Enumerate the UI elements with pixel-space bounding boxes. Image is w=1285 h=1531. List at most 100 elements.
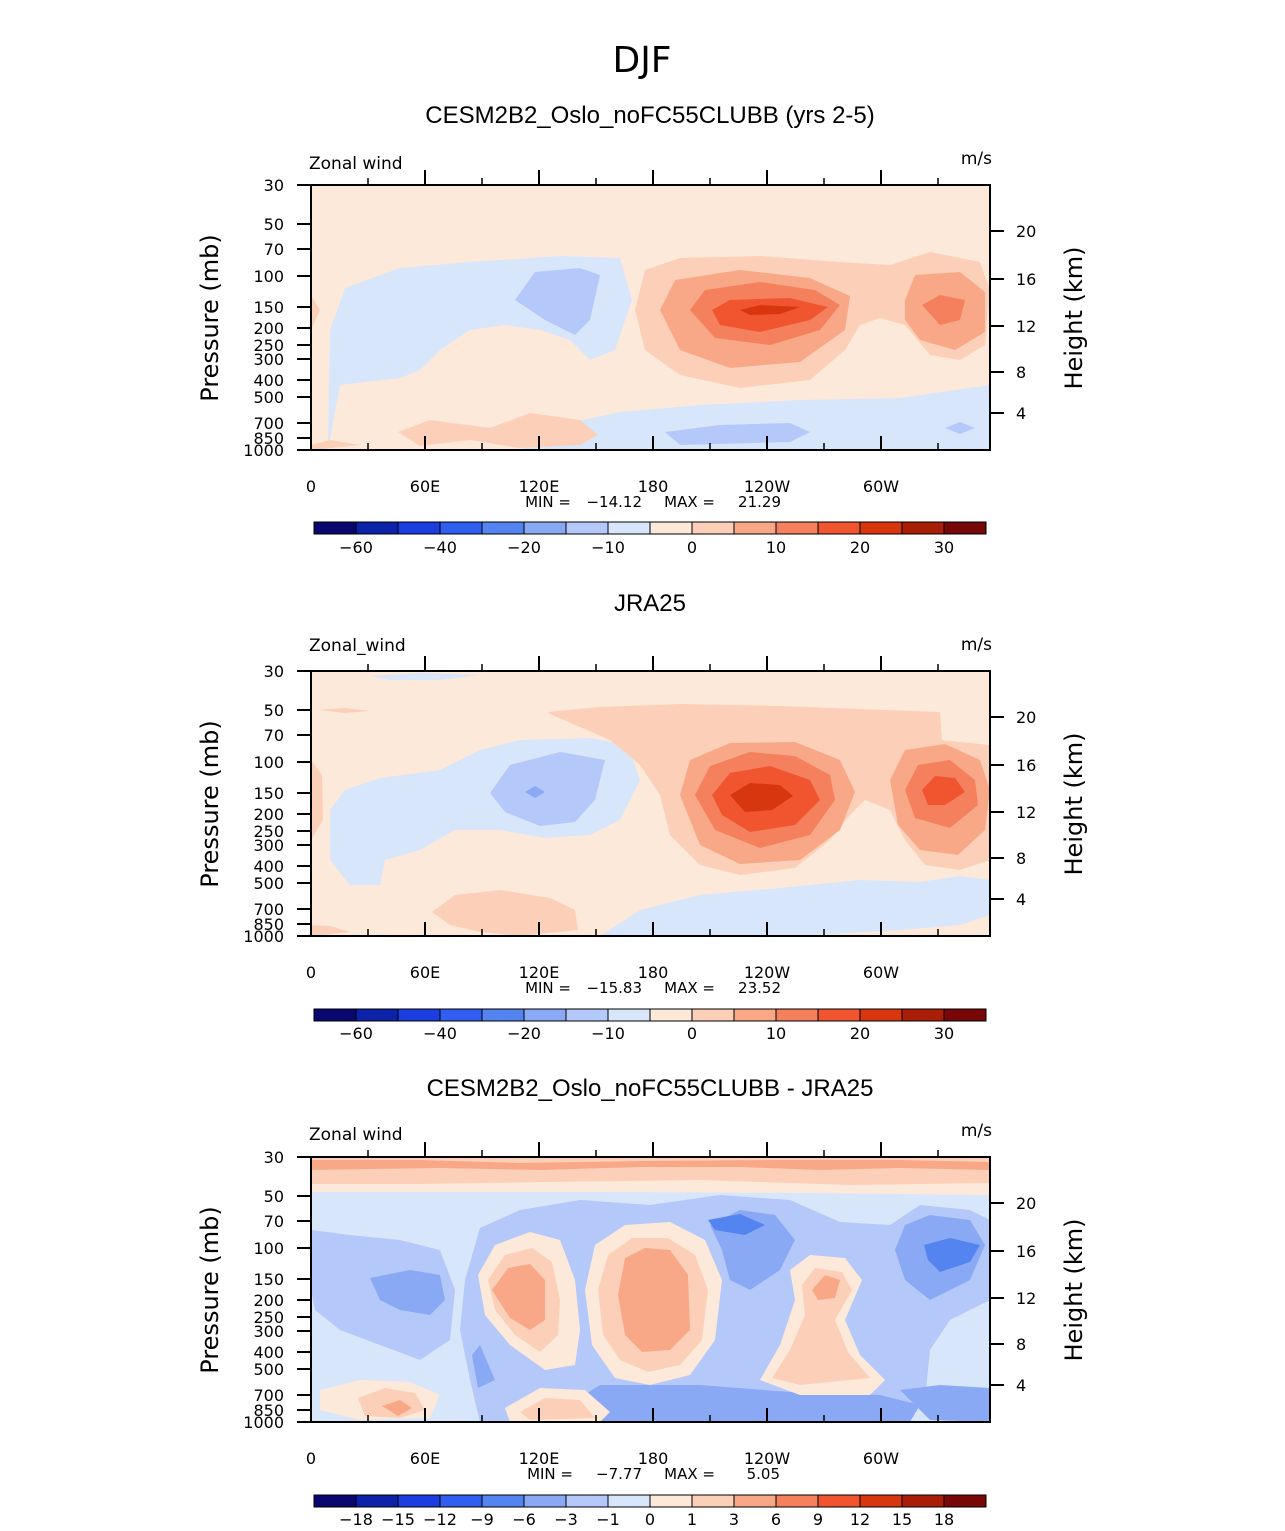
variable-label: Zonal wind — [309, 154, 403, 174]
colorbar-label: −10 — [591, 1024, 625, 1043]
colorbar-label: 0 — [645, 1510, 655, 1529]
max-value: 5.05 — [747, 1465, 780, 1483]
colorbar-swatch — [481, 1008, 525, 1022]
contour-fill-neg-lower-2 — [900, 1385, 990, 1422]
p-tick-label: 150 — [253, 298, 284, 317]
p-tick-label: 850 — [253, 429, 284, 448]
x-tick-label: 120E — [519, 1449, 560, 1468]
p-tick-label: 1000 — [243, 1413, 284, 1432]
colorbar-swatch — [901, 1008, 945, 1022]
z-tick-label: 20 — [1016, 222, 1036, 241]
p-tick-label: 250 — [253, 822, 284, 841]
contour-fill-pos-east-2 — [922, 295, 965, 325]
contour-fill-pos-main-4 — [712, 298, 828, 332]
colorbar-label: −60 — [339, 538, 373, 557]
x-tick-label: 60W — [863, 477, 899, 496]
panel-title: CESM2B2_Oslo_noFC55CLUBB (yrs 2-5) — [425, 102, 875, 129]
colorbar-label: −10 — [591, 538, 625, 557]
variable-label: Zonal wind — [309, 1125, 403, 1145]
z-tick-label: 8 — [1016, 363, 1026, 382]
z-tick-label: 16 — [1016, 756, 1036, 775]
y-axis-label: Pressure (mb) — [196, 720, 224, 887]
colorbar-label: 10 — [766, 538, 786, 557]
p-tick-label: 1000 — [243, 441, 284, 460]
x-tick-label: 60E — [410, 477, 440, 496]
x-tick-label: 0 — [306, 477, 316, 496]
colorbar-swatch — [397, 1494, 441, 1508]
contour-fill-neg-left-2 — [370, 1270, 445, 1315]
colorbar-swatch — [565, 1494, 609, 1508]
z-tick-label: 12 — [1016, 317, 1036, 336]
colorbar-swatch — [439, 521, 483, 535]
colorbar-swatch — [397, 521, 441, 535]
colorbar-label: −3 — [554, 1510, 578, 1529]
contour-fill-neg-top — [370, 673, 480, 680]
z-tick-label: 16 — [1016, 270, 1036, 289]
panel-obs: JRA25 Zonal_wind m/s — [196, 590, 1088, 1043]
contour-fill-pos-west-3 — [492, 1264, 545, 1330]
y2-axis-label: Height (km) — [1060, 1219, 1088, 1362]
max-label: MAX = — [664, 979, 715, 997]
z-tick-label: 12 — [1016, 1289, 1036, 1308]
colorbar-label: 0 — [687, 538, 697, 557]
colorbar-label: 10 — [766, 1024, 786, 1043]
x-ticks — [310, 170, 939, 450]
p-tick-label: 500 — [253, 1360, 284, 1379]
colorbar-swatch — [565, 521, 609, 535]
z-tick-label: 16 — [1016, 1242, 1036, 1261]
colorbar-swatch — [943, 521, 987, 535]
contour-fill-neg-3 — [525, 786, 545, 798]
p-tick-label: 500 — [253, 874, 284, 893]
contour-fill-pos-main-5 — [740, 305, 800, 315]
x-tick-label: 180 — [638, 1449, 669, 1468]
contour-fill-pos-5 — [730, 783, 793, 812]
min-label: MIN = — [527, 1465, 573, 1483]
x-tick-label: 120W — [744, 963, 791, 982]
colorbar-swatch — [817, 521, 861, 535]
p-tick-label: 300 — [253, 350, 284, 369]
colorbar — [313, 521, 987, 535]
p-tick-label: 50 — [264, 701, 284, 720]
contour-fill-pos-lower-2 — [311, 925, 350, 936]
colorbar-label: −6 — [512, 1510, 536, 1529]
p-tick-label: 200 — [253, 319, 284, 338]
contour-fill-pos-lower-3 — [311, 295, 320, 330]
colorbar-label: −60 — [339, 1024, 373, 1043]
z-tick-label: 4 — [1016, 1376, 1026, 1395]
z-tick-label: 4 — [1016, 404, 1026, 423]
p-tick-label: 30 — [264, 1148, 284, 1167]
colorbar-swatch — [859, 1494, 903, 1508]
units-label: m/s — [961, 635, 992, 655]
colorbar-swatch — [733, 1494, 777, 1508]
contour-fill-pos-low-left-3 — [382, 1400, 412, 1416]
colorbar-swatch — [523, 1008, 567, 1022]
contour-fill-neg-2 — [515, 268, 600, 335]
contour-fill-pos-east-3 — [922, 776, 965, 805]
plot-frame — [310, 1156, 991, 1423]
min-label: MIN = — [525, 979, 571, 997]
colorbar-swatch — [355, 1494, 399, 1508]
x-tick-label: 0 — [306, 1449, 316, 1468]
y-axis-label: Pressure (mb) — [196, 1206, 224, 1373]
p-tick-label: 400 — [253, 371, 284, 390]
colorbar-swatch — [607, 1008, 651, 1022]
colorbar-label: 20 — [850, 1024, 870, 1043]
contour-fill-top-band-3 — [311, 1160, 990, 1170]
colorbar-swatch — [859, 521, 903, 535]
colorbar-swatch — [439, 1494, 483, 1508]
z-tick-label: 12 — [1016, 803, 1036, 822]
colorbar-label: −15 — [381, 1510, 415, 1529]
colorbar-swatch — [313, 1008, 357, 1022]
p-tick-label: 70 — [264, 1212, 284, 1231]
z-tick-label: 20 — [1016, 1194, 1036, 1213]
colorbar-swatch — [943, 1494, 987, 1508]
pressure-ticks — [297, 184, 311, 451]
contour-fill-pos-lower-2 — [311, 440, 360, 450]
colorbar-swatch — [691, 521, 735, 535]
figure-title: DJF — [612, 40, 671, 81]
colorbar-swatch — [607, 1494, 651, 1508]
height-ticks — [990, 1202, 1004, 1386]
colorbar-swatch — [733, 1008, 777, 1022]
colorbar-label: 20 — [850, 538, 870, 557]
